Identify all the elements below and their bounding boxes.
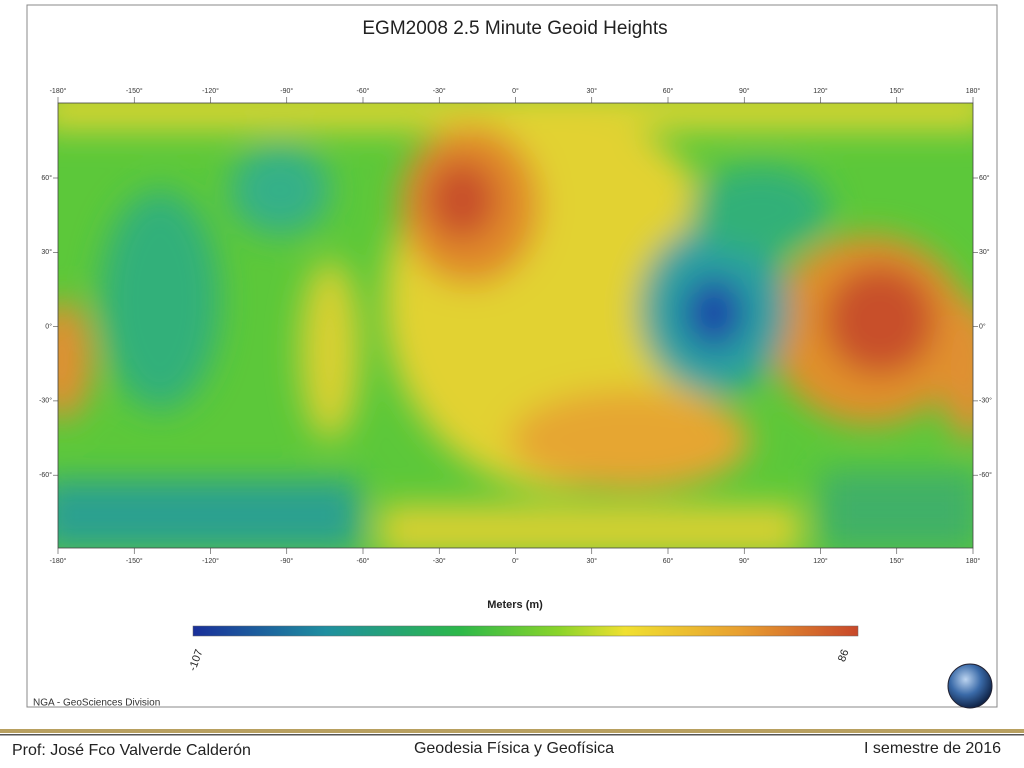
- footer-course: Geodesia Física y Geofísica: [414, 740, 614, 757]
- lat-tick-label: -30°: [39, 397, 52, 405]
- credit: NGA - GeoSciences Division: [33, 698, 160, 709]
- globe-logo: [947, 663, 993, 709]
- colorbar-label: Meters (m): [487, 599, 543, 611]
- lon-tick-label: -60°: [357, 557, 370, 565]
- lon-tick-label: 90°: [739, 87, 750, 95]
- lon-tick-label: -90°: [280, 87, 293, 95]
- lon-tick-label: -180°: [50, 87, 67, 95]
- lat-tick-label: -60°: [979, 471, 992, 479]
- geoid-map: [58, 103, 973, 548]
- lon-tick-label: 30°: [586, 557, 597, 565]
- footer-author: Prof: José Fco Valverde Calderón: [12, 742, 251, 759]
- lon-tick-label: 60°: [663, 87, 674, 95]
- lat-tick-label: -30°: [979, 397, 992, 405]
- lon-tick-label: 120°: [813, 557, 828, 565]
- map-title: EGM2008 2.5 Minute Geoid Heights: [362, 18, 667, 39]
- lat-tick-label: 0°: [979, 322, 986, 330]
- lon-tick-label: 150°: [890, 87, 905, 95]
- lon-tick-label: 90°: [739, 557, 750, 565]
- lon-tick-label: -120°: [202, 557, 219, 565]
- lon-tick-label: -120°: [202, 87, 219, 95]
- lat-tick-label: 60°: [979, 174, 990, 182]
- footer-rule: [0, 734, 1024, 736]
- footer-term: I semestre de 2016: [864, 740, 1001, 757]
- lon-tick-label: -60°: [357, 87, 370, 95]
- lon-tick-label: 60°: [663, 557, 674, 565]
- lat-tick-label: 30°: [41, 248, 52, 256]
- lat-tick-label: 0°: [45, 322, 52, 330]
- lon-tick-label: 180°: [966, 557, 981, 565]
- lon-tick-label: -180°: [50, 557, 67, 565]
- lon-tick-label: -30°: [433, 87, 446, 95]
- lat-tick-label: -60°: [39, 471, 52, 479]
- colorbar: [192, 625, 859, 637]
- lon-tick-label: 0°: [512, 87, 519, 95]
- lon-tick-label: -30°: [433, 557, 446, 565]
- lon-tick-label: -150°: [126, 557, 143, 565]
- lon-tick-label: -150°: [126, 87, 143, 95]
- footer-rule: [0, 729, 1024, 733]
- lon-tick-label: 180°: [966, 87, 981, 95]
- lon-tick-label: 0°: [512, 557, 519, 565]
- lon-tick-label: -90°: [280, 557, 293, 565]
- colorbar-max: 86: [836, 648, 851, 664]
- lat-tick-label: 60°: [41, 174, 52, 182]
- lat-tick-label: 30°: [979, 248, 990, 256]
- lon-tick-label: 30°: [586, 87, 597, 95]
- lon-tick-label: 120°: [813, 87, 828, 95]
- lon-tick-label: 150°: [890, 557, 905, 565]
